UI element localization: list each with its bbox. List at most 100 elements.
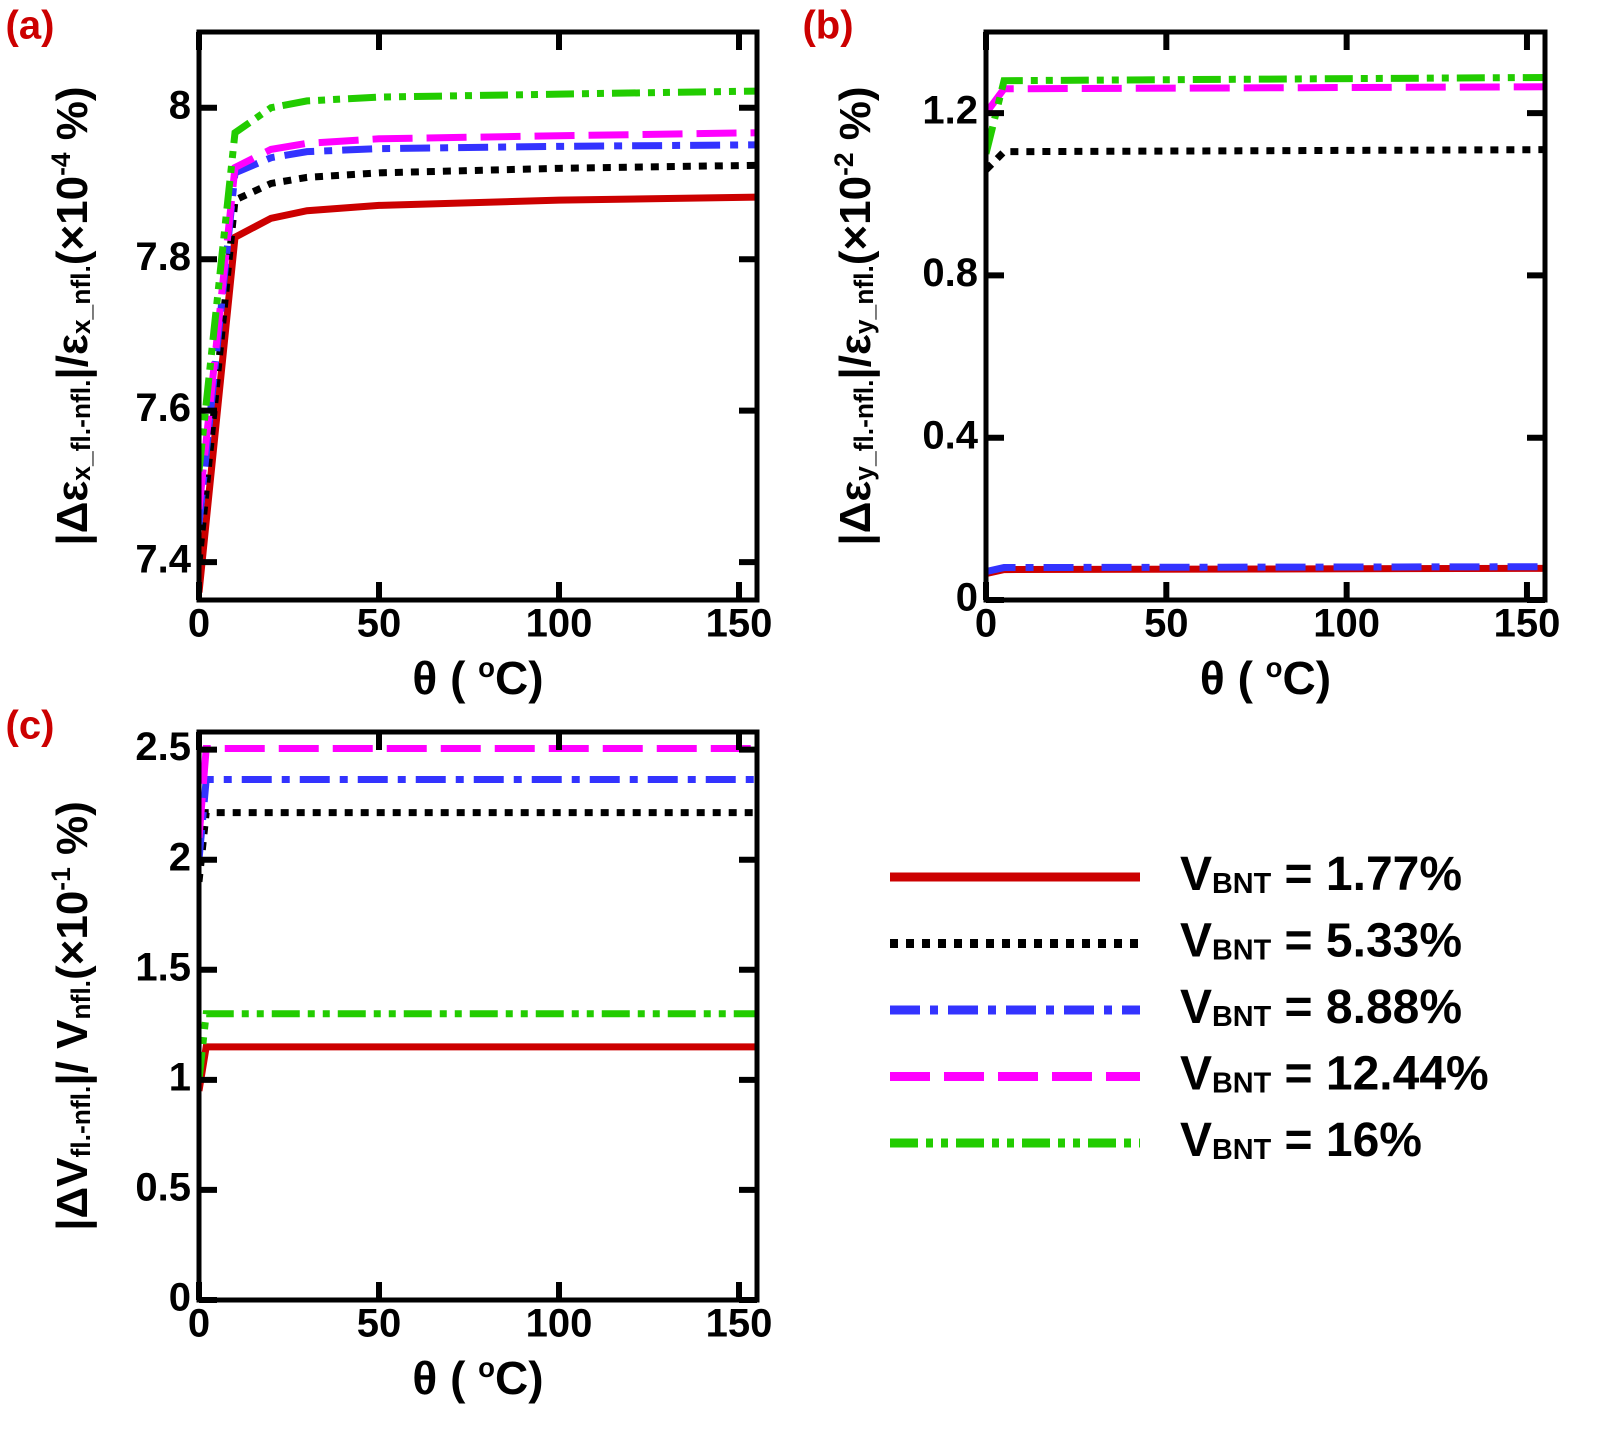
series-line [199,745,757,838]
x-axis-title: θ ( oC) [412,652,543,704]
text-part: o [478,652,495,683]
x-tick-label: 100 [526,602,593,646]
text-part: θ ( [412,1352,478,1404]
legend-label: VBNT = 5.33% [1180,914,1462,967]
text-part: %) [48,86,97,152]
plot-frame [196,29,760,603]
text-part: = 16% [1271,1114,1422,1167]
series-line [199,1043,757,1092]
text-part: (×10 [831,176,880,265]
text-part: = 5.33% [1271,914,1462,967]
series-line [199,161,757,563]
x-tick-label: 0 [188,1302,210,1346]
text-part: C) [1283,652,1332,704]
text-part: V [1180,848,1212,901]
x-tick-label: 150 [1494,602,1561,646]
text-part: V [1180,1047,1212,1100]
text-part: %) [48,801,97,867]
text-part: C) [495,1352,544,1404]
text-part: |/ V [48,1019,98,1086]
text-part: x_fl.-nfl. [66,380,96,481]
series-line [986,146,1545,173]
y-tick-label: 2.5 [135,725,191,769]
text-part: fl.-nfl. [66,1086,96,1158]
text-part: θ ( [1200,652,1266,704]
legend-label: VBNT = 12.44% [1180,1047,1489,1100]
text-part: BNT [1212,868,1272,900]
x-tick-label: 0 [188,602,210,646]
series-line [199,87,757,472]
text-part: V [1180,981,1212,1034]
text-part: BNT [1212,1068,1272,1100]
text-part: %) [831,86,880,152]
text-part: -1 [46,867,76,890]
y-tick-label: 0 [956,576,978,620]
x-tick-label: 100 [526,1302,593,1346]
y-tick-label: 1 [169,1055,191,1099]
text-part: (×10 [48,176,97,265]
series-line [986,83,1545,116]
text-part: o [1266,652,1283,683]
text-part: nfl. [66,980,96,1020]
series-line [199,776,757,861]
panel-label: (a) [6,4,55,48]
text-part: x_nfl. [66,265,96,334]
y-tick-label: 7.8 [135,235,191,279]
panel-label: (b) [802,4,853,48]
x-tick-label: 150 [706,602,773,646]
y-tick-label: 0 [169,1276,191,1320]
legend-label: VBNT = 8.88% [1180,981,1462,1034]
series-line [986,563,1545,576]
text-part: C) [495,652,544,704]
y-tick-label: 8 [169,83,191,127]
text-part: BNT [1212,1001,1272,1033]
text-part: (×10 [48,891,97,980]
x-tick-label: 50 [357,1302,402,1346]
text-part: = 12.44% [1271,1047,1489,1100]
x-tick-label: 100 [1313,602,1380,646]
y-tick-label: 0.4 [922,413,978,457]
text-part: |/ε [48,334,98,380]
text-part: |/ε [831,334,881,380]
y-tick-label: 0.5 [135,1165,191,1209]
text-part: |Δε [831,481,881,546]
y-tick-label: 2 [169,835,191,879]
series-line [986,73,1545,155]
legend-label: VBNT = 16% [1180,1114,1422,1167]
legend-label: VBNT = 1.77% [1180,848,1462,901]
x-tick-label: 50 [1144,602,1189,646]
text-part: BNT [1212,935,1272,967]
text-part: = 1.77% [1271,848,1462,901]
x-tick-label: 50 [357,602,402,646]
plot-frame [983,29,1548,603]
y-tick-label: 1.5 [135,945,191,989]
y-axis-title: |Δεy_fl.-nfl.|/εy_nfl.(×10-2 %) [829,86,880,545]
series-line [199,129,757,510]
series-line [199,193,757,593]
x-axis-title: θ ( oC) [412,1352,543,1404]
y-tick-label: 7.6 [135,386,191,430]
text-part: -4 [46,152,76,176]
text-part: y_fl.-nfl. [849,380,879,481]
x-tick-label: 150 [706,1302,773,1346]
y-axis-title: |Δεx_fl.-nfl.|/εx_nfl.(×10-4 %) [46,86,97,545]
text-part: V [1180,1114,1212,1167]
x-tick-label: 0 [975,602,997,646]
y-tick-label: 1.2 [922,89,978,133]
x-axis-title: θ ( oC) [1200,652,1331,704]
text-part: -2 [829,152,859,175]
text-part: y_nfl. [849,265,879,334]
text-part: = 8.88% [1271,981,1462,1034]
series-line [199,809,757,883]
text-part: o [478,1352,495,1383]
text-part: V [1180,914,1212,967]
text-part: |Δε [48,481,98,546]
text-part: θ ( [412,652,478,704]
y-axis-title: |ΔVfl.-nfl.|/ Vnfl.(×10-1 %) [46,801,97,1231]
y-tick-label: 0.8 [922,251,978,295]
y-tick-label: 7.4 [135,538,191,582]
plot-frame [196,729,760,1303]
panel-label: (c) [6,704,55,748]
text-part: |ΔV [48,1157,98,1231]
